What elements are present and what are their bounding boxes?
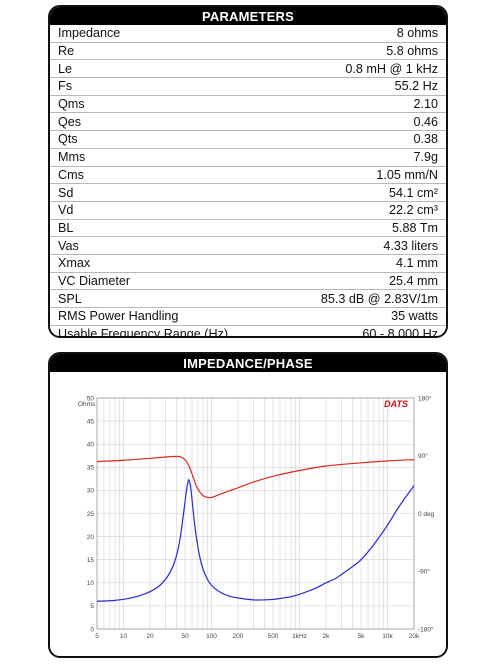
param-name: Xmax <box>50 254 281 273</box>
y-right-tick-label: -90° <box>418 568 430 576</box>
y-left-tick-label: 40 <box>87 442 95 449</box>
param-name: Impedance <box>50 25 281 43</box>
x-tick-label: 100 <box>206 633 217 640</box>
param-value: 55.2 Hz <box>280 77 446 96</box>
param-name: Mms <box>50 148 281 167</box>
x-tick-label: 200 <box>233 633 244 640</box>
y-left-tick-label: 15 <box>87 557 95 564</box>
dats-logo: DATS <box>384 399 408 409</box>
param-row: Sd 54.1 cm² <box>50 183 446 202</box>
x-tick-label: 500 <box>268 633 279 640</box>
param-name: Qms <box>50 95 281 114</box>
param-row: Impedance 8 ohms <box>50 25 446 43</box>
impedance-phase-chart: 5 10 20 50 100 200 500 1kHz 2k 5k 10k 20k0510152025… <box>78 394 435 640</box>
param-name: SPL <box>50 289 281 308</box>
param-name: BL <box>50 219 281 238</box>
y-right-tick-label: 180° <box>418 394 432 402</box>
param-row: Xmax 4.1 mm <box>50 254 446 273</box>
impedance-phase-title: IMPEDANCE/PHASE <box>50 354 446 372</box>
y-left-tick-label: 35 <box>87 465 95 472</box>
y-right-tick-label: -180° <box>418 625 434 633</box>
param-value: 8 ohms <box>280 25 446 43</box>
param-name: Vas <box>50 236 281 255</box>
impedance-curve <box>96 479 415 602</box>
param-value: 4.1 mm <box>280 254 446 273</box>
y-left-tick-label: 5 <box>90 603 94 610</box>
param-row: Qes 0.46 <box>50 112 446 132</box>
x-tick-label: 2k <box>323 633 331 640</box>
y-left-axis-label: Ohms <box>78 401 96 408</box>
param-name: VC Diameter <box>50 272 281 291</box>
param-row: Vd 22.2 cm³ <box>50 201 446 220</box>
param-value: 4.33 liters <box>280 236 446 255</box>
x-tick-label: 10k <box>382 633 393 640</box>
param-value: 60 - 8,000 Hz <box>362 327 438 338</box>
param-name: Qes <box>50 112 281 132</box>
y-right-tick-label: 90° <box>418 452 428 460</box>
param-row: Qts 0.38 <box>50 130 446 149</box>
y-left-tick-label: 45 <box>87 418 95 425</box>
x-tick-label: 50 <box>181 633 189 640</box>
x-tick-label: 5 <box>95 633 99 640</box>
y-left-tick-label: 0 <box>90 626 94 633</box>
phase-curve <box>96 455 415 499</box>
param-name: Vd <box>50 201 281 220</box>
x-tick-label: 1kHz <box>292 633 307 640</box>
param-row: Fs 55.2 Hz <box>50 77 446 96</box>
param-name: RMS Power Handling <box>50 307 281 326</box>
param-value: 5.88 Tm <box>280 219 446 238</box>
param-row: Re 5.8 ohms <box>50 42 446 61</box>
param-row: Cms 1.05 mm/N <box>50 166 446 185</box>
param-name: Sd <box>50 183 281 202</box>
param-name: Cms <box>50 166 281 185</box>
param-value: 85.3 dB @ 2.83V/1m <box>280 289 446 308</box>
param-value: 54.1 cm² <box>280 183 446 202</box>
param-row: SPL 85.3 dB @ 2.83V/1m <box>50 289 446 308</box>
x-tick-label: 20 <box>146 633 154 640</box>
param-row: BL 5.88 Tm <box>50 219 446 238</box>
param-name: Fs <box>50 77 281 96</box>
param-row: Vas 4.33 liters <box>50 236 446 255</box>
param-value: 0.8 mH @ 1 kHz <box>280 59 446 79</box>
y-left-tick-label: 50 <box>87 395 95 402</box>
parameters-panel: PARAMETERS Impedance 8 ohms Re 5.8 ohms Le 0.… <box>48 5 448 338</box>
param-value: 7.9g <box>280 148 446 167</box>
param-row: Usable Frequency Range (Hz) 60 - 8,000 Hz <box>50 325 446 338</box>
impedance-phase-panel: IMPEDANCE/PHASE 5 10 20 50 100 200 500 1kHz 2k 5k… <box>48 352 448 658</box>
param-value: 0.46 <box>280 112 446 132</box>
y-right-tick-label: 0 deg <box>418 511 435 518</box>
y-left-tick-label: 10 <box>87 580 95 587</box>
y-left-tick-label: 20 <box>87 534 95 541</box>
param-value: 2.10 <box>280 95 446 114</box>
param-row: VC Diameter 25.4 mm <box>50 272 446 291</box>
param-name: Qts <box>50 130 281 149</box>
param-row: Le 0.8 mH @ 1 kHz <box>50 59 446 79</box>
param-name: Re <box>50 42 281 61</box>
x-tick-label: 5k <box>358 633 366 640</box>
y-left-tick-label: 30 <box>87 488 95 495</box>
param-row: Mms 7.9g <box>50 148 446 167</box>
param-value: 22.2 cm³ <box>280 201 446 220</box>
param-row: Qms 2.10 <box>50 95 446 114</box>
param-row: RMS Power Handling 35 watts <box>50 307 446 326</box>
param-value: 5.8 ohms <box>280 42 446 61</box>
parameters-title: PARAMETERS <box>50 7 446 25</box>
param-value: 35 watts <box>280 307 446 326</box>
param-name: Usable Frequency Range (Hz) <box>58 327 229 338</box>
plot-frame <box>96 397 415 630</box>
param-value: 25.4 mm <box>280 272 446 291</box>
param-name: Le <box>50 59 281 79</box>
x-tick-label: 20k <box>409 633 420 640</box>
y-left-tick-label: 25 <box>87 511 95 518</box>
param-value: 0.38 <box>280 130 446 149</box>
parameters-table: Impedance 8 ohms Re 5.8 ohms Le 0.8 mH @ 1 kH… <box>50 25 446 338</box>
param-value: 1.05 mm/N <box>280 166 446 185</box>
x-tick-label: 10 <box>120 633 128 640</box>
